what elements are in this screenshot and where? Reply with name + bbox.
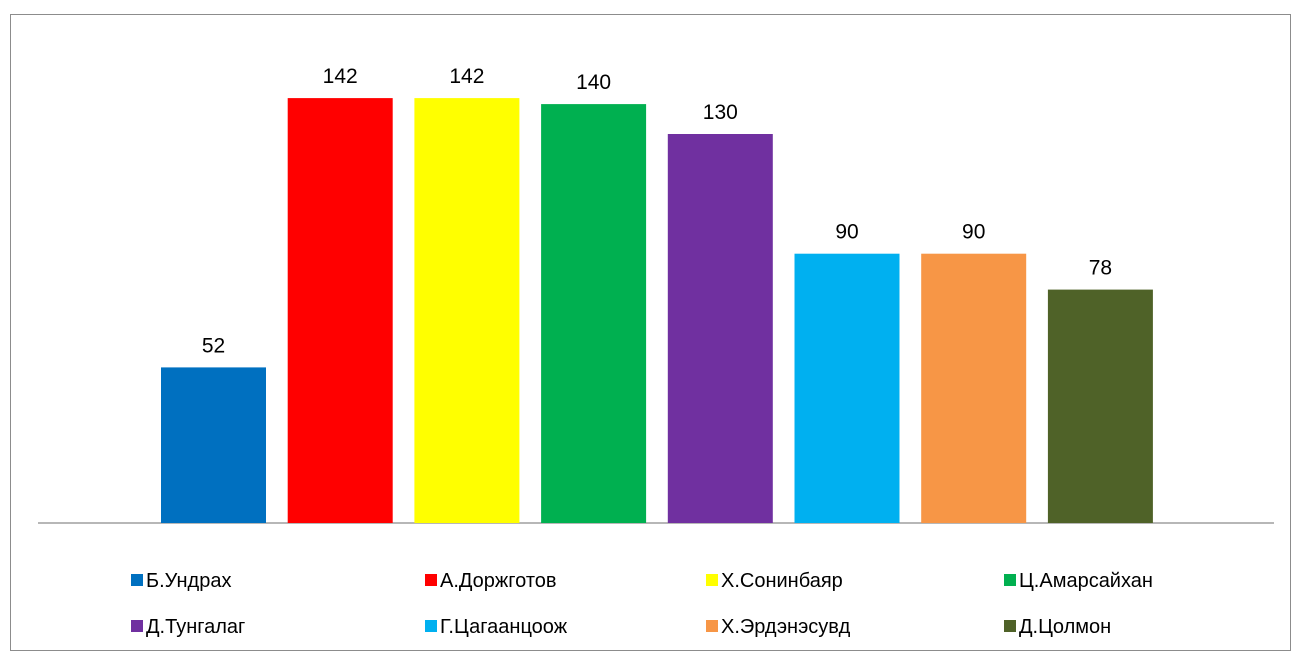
data-label-3: 142 [449, 65, 484, 88]
legend-swatch-6 [425, 620, 437, 632]
bars-group [161, 98, 1153, 523]
legend-label-1: Б.Ундрах [146, 570, 231, 592]
data-label-4: 140 [576, 71, 611, 94]
legend-label-6: Г.Цагаанцоож [440, 616, 568, 638]
legend-label-8: Д.Цолмон [1019, 616, 1111, 638]
legend-label-5: Д.Тунгалаг [146, 616, 245, 638]
legend-swatch-4 [1004, 574, 1016, 586]
bar-6 [794, 253, 900, 523]
data-label-6: 90 [835, 221, 858, 244]
data-label-8: 78 [1089, 257, 1112, 280]
legend-swatch-2 [425, 574, 437, 586]
legend-swatch-3 [706, 574, 718, 586]
bar-8 [1047, 289, 1153, 523]
bar-7 [921, 253, 1027, 523]
legend-label-3: Х.Сонинбаяр [721, 570, 843, 592]
bar-1 [161, 367, 266, 523]
legend-label-4: Ц.Амарсайхан [1019, 570, 1153, 592]
legend: Б.Ундрах А.Доржготов Х.Сонинбаяр Ц.Амарсайх… [131, 570, 1153, 638]
legend-swatch-7 [706, 620, 718, 632]
legend-swatch-8 [1004, 620, 1016, 632]
data-labels-group: 52 142 142 140 130 90 90 78 [202, 65, 1112, 357]
data-label-7: 90 [962, 221, 985, 244]
bar-4 [541, 104, 647, 523]
legend-label-7: Х.Эрдэнэсувд [721, 616, 851, 638]
bar-3 [414, 98, 520, 523]
bar-5 [667, 134, 773, 523]
legend-swatch-1 [131, 574, 143, 586]
legend-label-2: А.Доржготов [440, 570, 557, 592]
data-label-5: 130 [703, 101, 738, 124]
data-label-2: 142 [323, 65, 358, 88]
bar-2 [287, 98, 393, 523]
data-label-1: 52 [202, 334, 225, 357]
legend-swatch-5 [131, 620, 143, 632]
